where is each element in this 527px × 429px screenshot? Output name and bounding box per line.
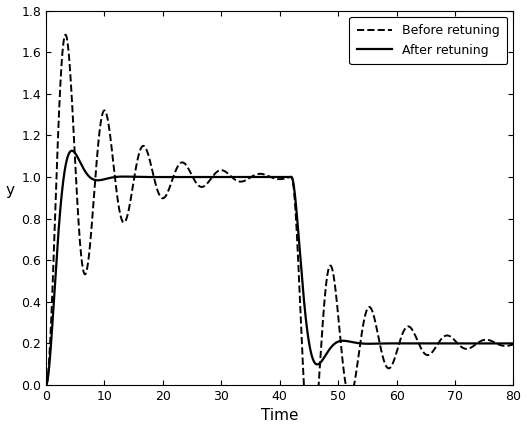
After retuning — [225, 175, 231, 180]
After retuning — [337, 338, 344, 344]
Before retuning — [479, 338, 485, 343]
Before retuning — [471, 343, 477, 348]
Line: Before retuning: Before retuning — [46, 35, 513, 429]
Before retuning — [43, 383, 49, 388]
Before retuning — [62, 32, 69, 37]
Before retuning — [510, 342, 516, 347]
After retuning — [510, 341, 516, 346]
Line: After retuning: After retuning — [46, 151, 513, 385]
Before retuning — [338, 341, 344, 346]
After retuning — [503, 341, 510, 346]
Before retuning — [279, 176, 285, 181]
After retuning — [478, 341, 484, 346]
Before retuning — [225, 171, 231, 176]
X-axis label: Time: Time — [261, 408, 298, 423]
After retuning — [43, 383, 49, 388]
After retuning — [471, 341, 477, 346]
Before retuning — [504, 343, 510, 348]
Y-axis label: y: y — [6, 183, 15, 198]
After retuning — [279, 175, 285, 180]
Legend: Before retuning, After retuning: Before retuning, After retuning — [349, 17, 507, 64]
After retuning — [69, 148, 75, 153]
